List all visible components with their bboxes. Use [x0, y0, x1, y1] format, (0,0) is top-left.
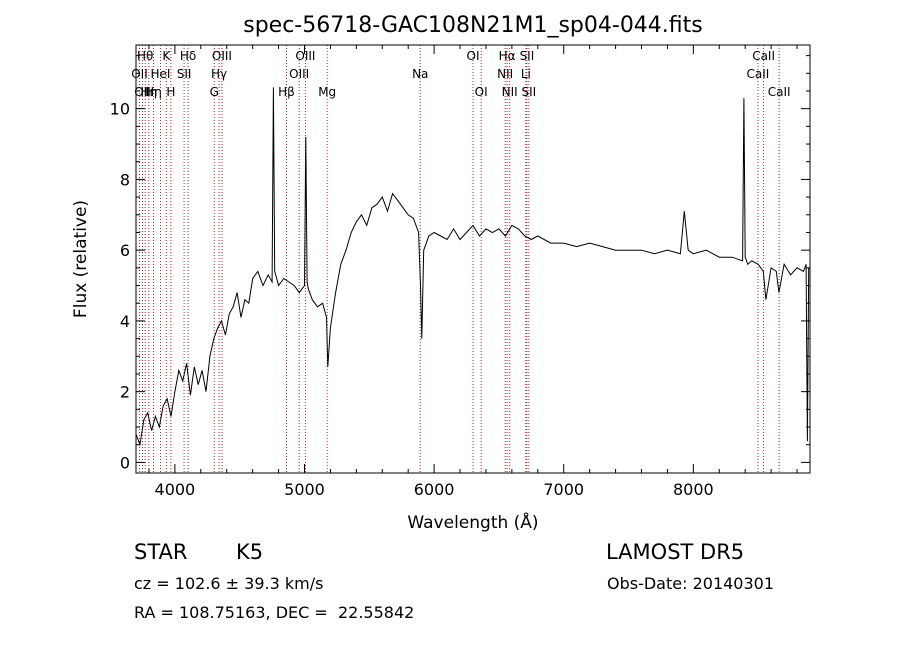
observation-date: Obs-Date: 20140301: [607, 574, 775, 593]
y-tick-label-2: 2: [120, 383, 130, 402]
line-label-8: SII: [177, 67, 192, 81]
line-label-1: OII: [134, 85, 151, 99]
x-axis-label: Wavelength (Å): [407, 511, 538, 533]
line-label-17: Na: [412, 67, 428, 81]
y-tick-label-4: 4: [120, 312, 130, 331]
spectral-line-markers: [138, 45, 780, 473]
redshift-cz: cz = 102.6 ± 39.3 km/s: [134, 574, 324, 593]
x-axis-ticks: 4000 5000 6000 7000 8000: [148, 45, 798, 499]
x-tick-label-6000: 6000: [414, 480, 455, 499]
line-label-6: K: [162, 49, 171, 63]
y-tick-label-6: 6: [120, 241, 130, 260]
survey-name: LAMOST DR5: [606, 540, 745, 564]
x-tick-label-5000: 5000: [284, 480, 325, 499]
line-label-14: OIII: [289, 67, 309, 81]
spectral-line-labels: OIIOIIHθHηHηHeIKHSIIHδGHγOIIIHβOIIIOIIIM…: [131, 49, 790, 99]
x-tick-label-4000: 4000: [155, 480, 196, 499]
x-tick-label-8000: 8000: [673, 480, 714, 499]
line-label-3: Hη: [141, 85, 158, 99]
ra-dec-coordinates: RA = 108.75163, DEC = 22.55842: [134, 603, 415, 622]
line-label-5: HeI: [151, 67, 171, 81]
line-label-7: H: [166, 85, 175, 99]
line-label-25: SII: [522, 85, 537, 99]
line-label-26: CaII: [746, 67, 769, 81]
line-label-4: Hη: [145, 85, 162, 99]
line-label-27: CaII: [752, 49, 775, 63]
line-label-28: CaII: [768, 85, 791, 99]
x-tick-label-7000: 7000: [543, 480, 584, 499]
object-subclass: K5: [236, 540, 264, 564]
line-label-12: OIII: [212, 49, 232, 63]
flux-series-line: [135, 87, 810, 447]
line-label-15: OIII: [295, 49, 315, 63]
line-label-23: Li: [521, 67, 531, 81]
y-axis-label: Flux (relative): [71, 200, 91, 318]
line-label-0: OII: [131, 67, 148, 81]
line-label-20: NII: [497, 67, 513, 81]
line-label-16: Mg: [318, 85, 336, 99]
line-label-10: G: [210, 85, 219, 99]
line-label-19: OI: [475, 85, 488, 99]
line-label-2: Hθ: [137, 49, 153, 63]
line-label-18: OI: [467, 49, 480, 63]
y-tick-label-10: 10: [110, 100, 130, 119]
line-label-11: Hγ: [211, 67, 227, 81]
object-class: STAR: [134, 540, 188, 564]
y-tick-label-8: 8: [120, 170, 130, 189]
y-axis-ticks: 0 2 4 6 8 10: [110, 55, 810, 472]
chart-title: spec-56718-GAC108N21M1_sp04-044.fits: [243, 13, 703, 38]
line-label-13: Hβ: [278, 85, 295, 99]
y-tick-label-0: 0: [120, 453, 130, 472]
plot-frame: [135, 44, 811, 474]
line-label-21: Hα: [499, 49, 516, 63]
line-label-22: NII: [502, 85, 518, 99]
line-label-24: SII: [520, 49, 535, 63]
line-label-9: Hδ: [180, 49, 196, 63]
